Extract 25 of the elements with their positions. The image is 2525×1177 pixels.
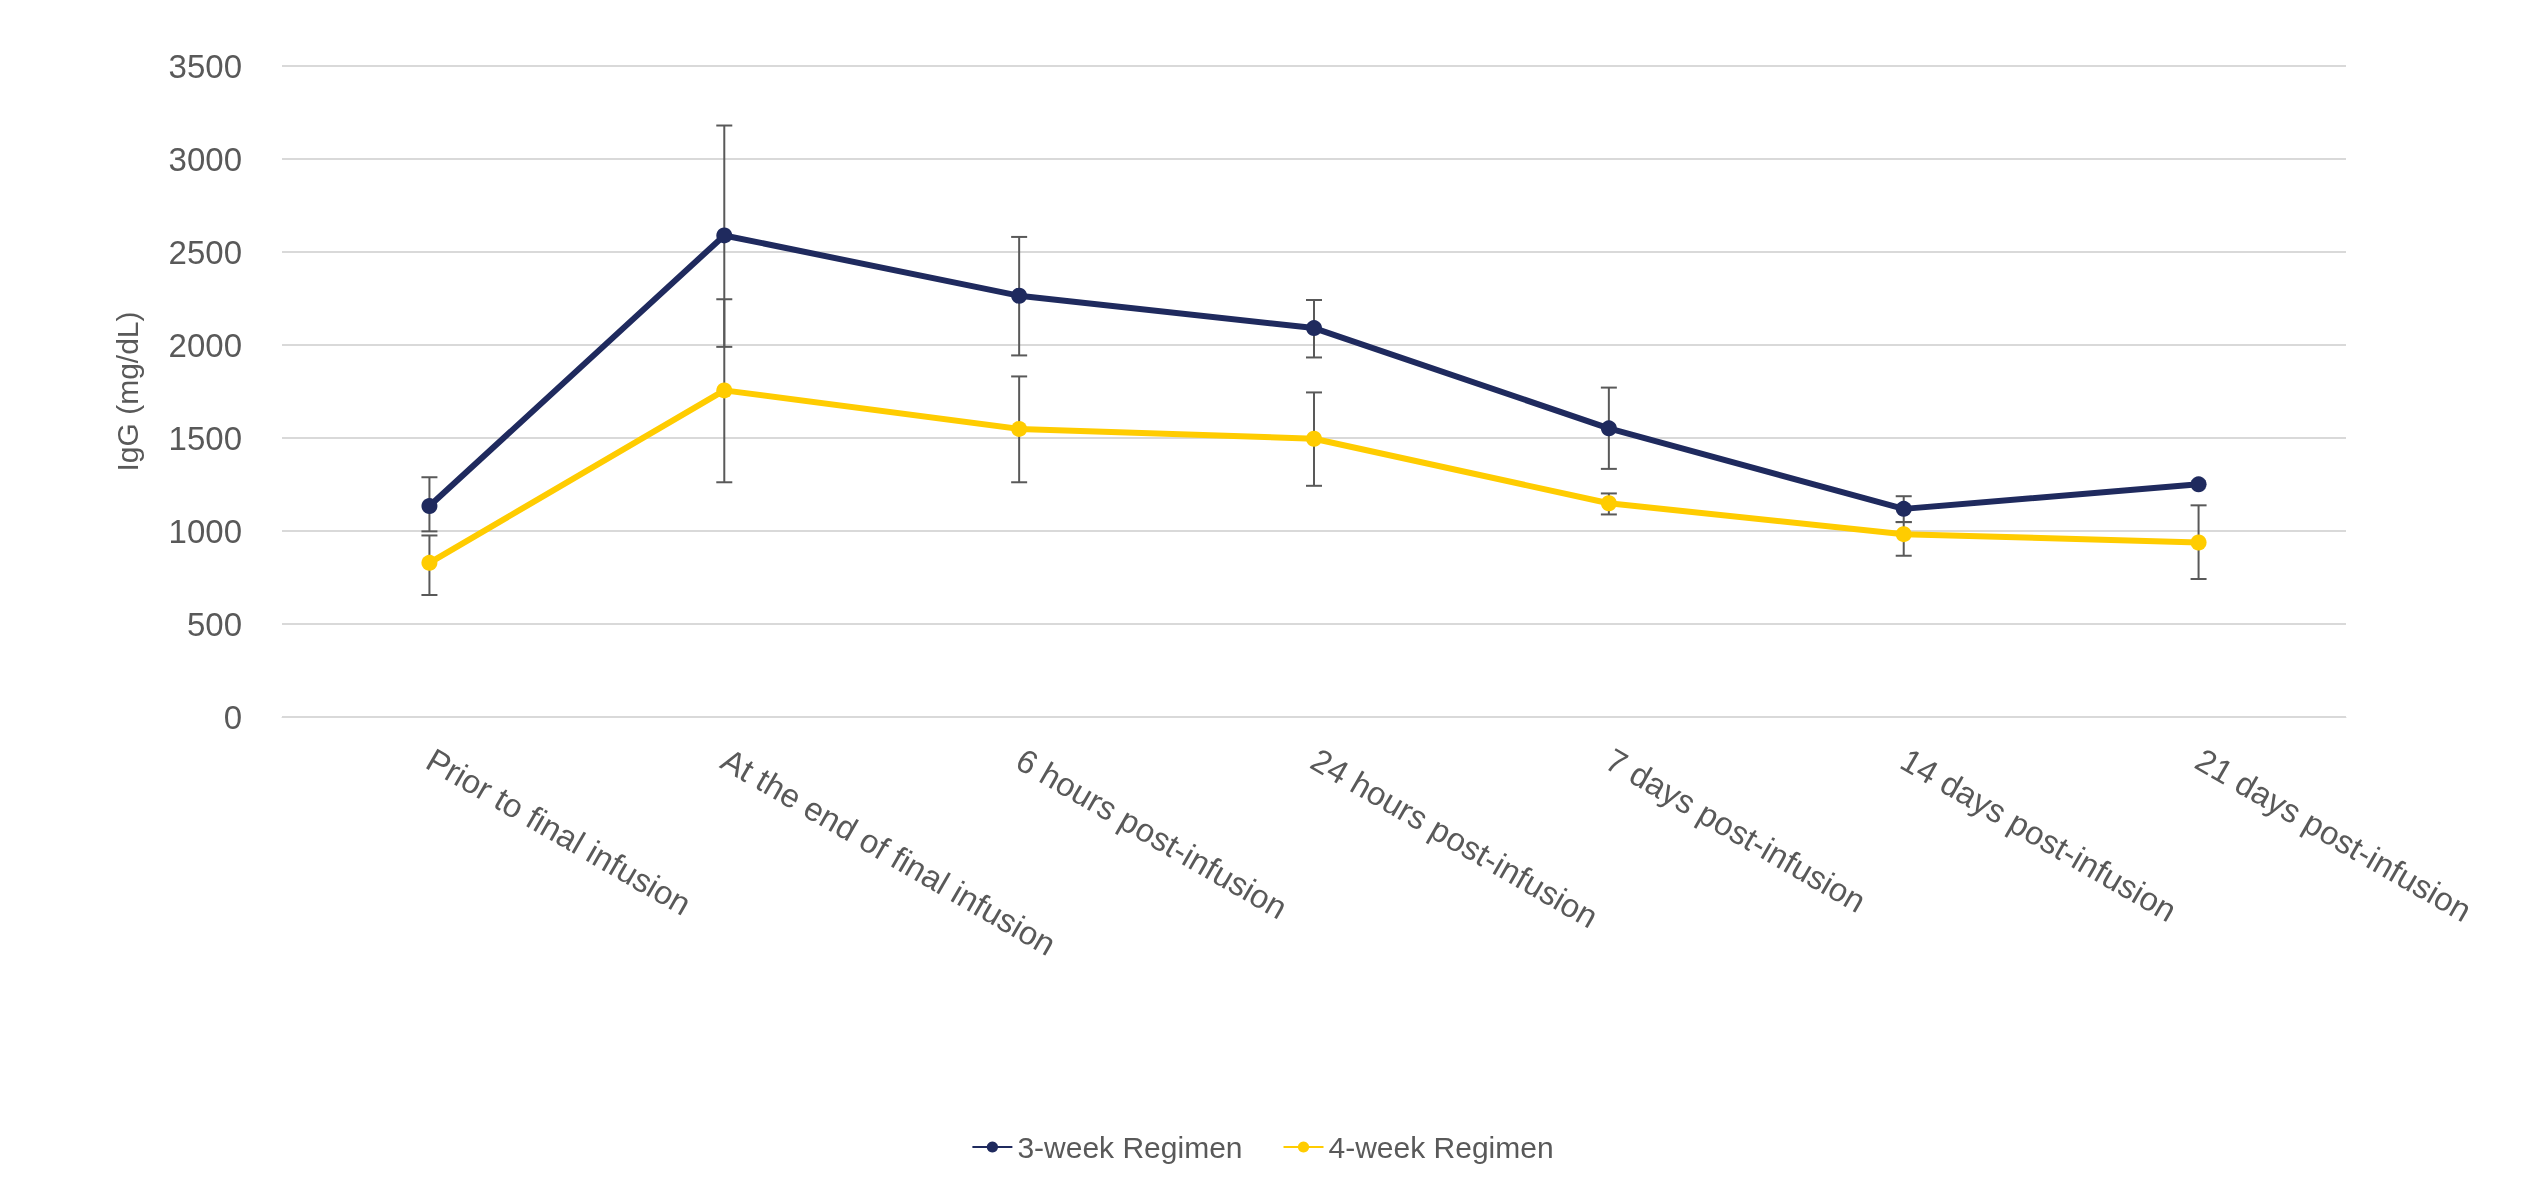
point [1011,420,1028,437]
point [1600,420,1617,437]
y-tick-label: 500 [186,605,242,643]
point [421,554,438,571]
point [1011,287,1028,304]
point [2190,476,2207,493]
y-tick-label: 2000 [168,326,242,364]
point [1306,320,1322,337]
y-tick-label: 1000 [168,512,242,550]
legend-label: 3-week Regimen [1017,1130,1243,1164]
y-axis-title: IgG (mg/dL) [110,311,144,472]
y-tick-label: 0 [223,698,242,736]
point [1895,526,1912,543]
point [716,382,733,399]
point [421,498,438,515]
y-tick-label: 3500 [168,47,242,85]
y-tick-label: 3000 [168,140,242,178]
point [1895,500,1912,517]
legend-label: 4-week Regimen [1328,1130,1554,1164]
point [1600,495,1617,512]
point [2190,534,2207,551]
point [1306,430,1322,447]
y-tick-label: 2500 [168,233,242,271]
point [716,227,733,244]
y-tick-label: 1500 [168,419,242,457]
